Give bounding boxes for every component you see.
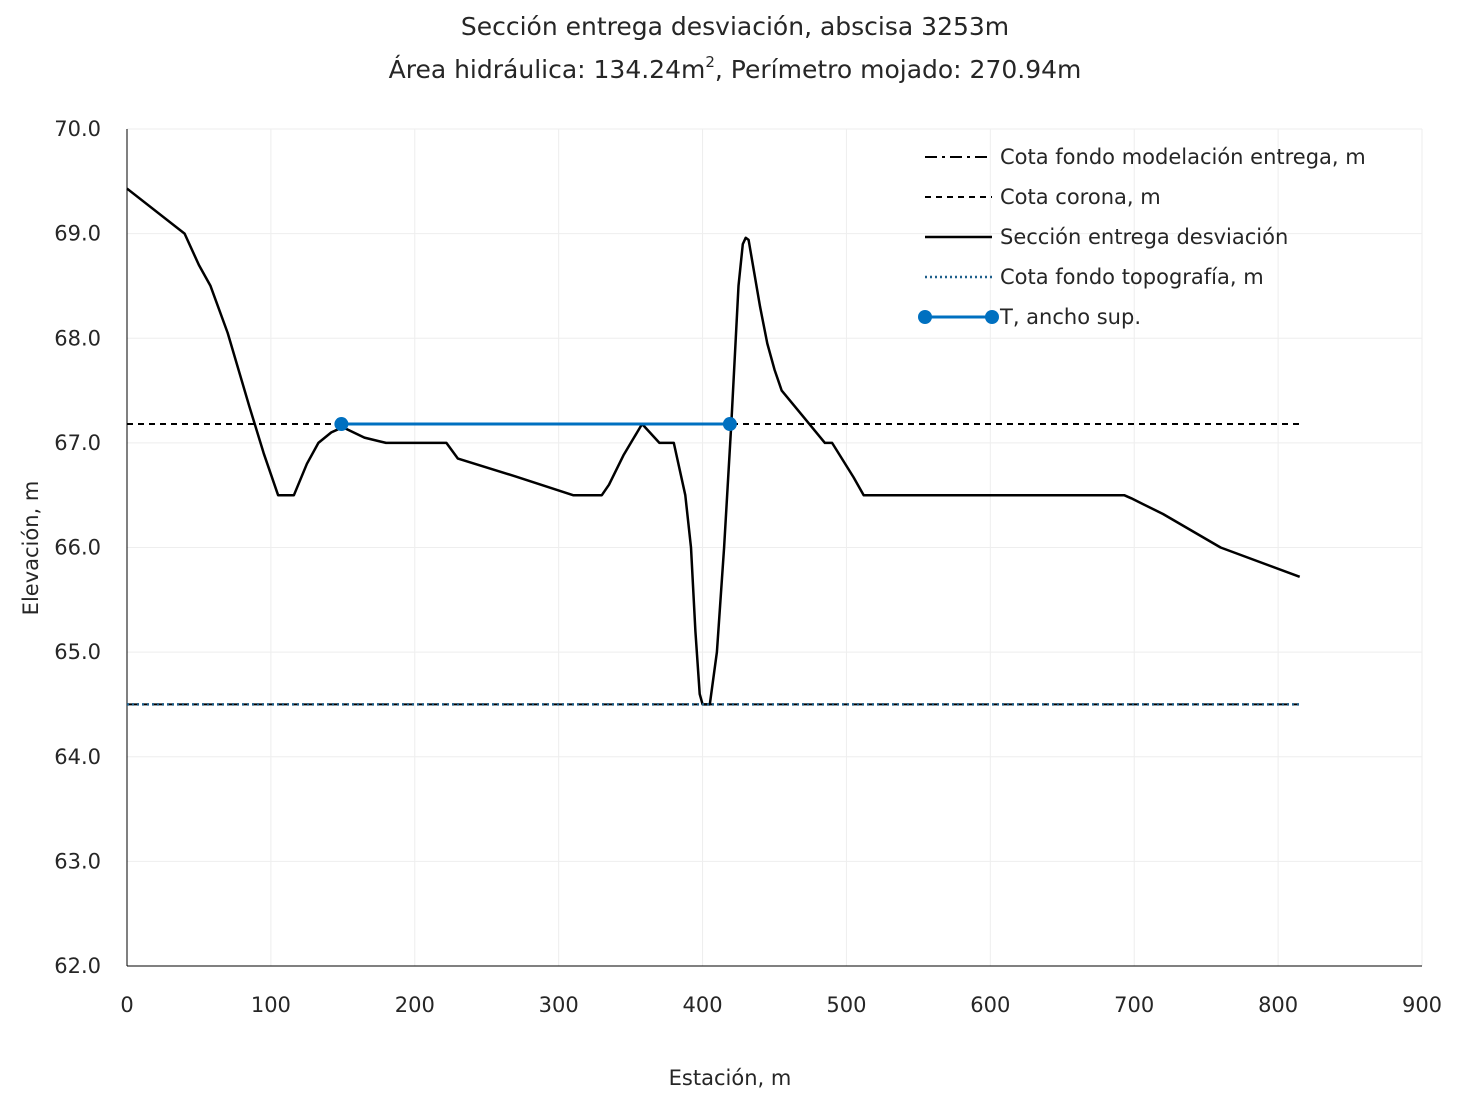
x-axis-title: Estación, m [669, 1066, 792, 1090]
y-tick-label: 68.0 [54, 326, 101, 350]
y-tick-label: 64.0 [54, 745, 101, 769]
x-tick-label: 700 [1114, 993, 1154, 1017]
grid [127, 128, 1423, 966]
x-tick-label: 400 [683, 993, 723, 1017]
series-marker-t-ancho-sup [722, 417, 737, 432]
legend-marker [985, 310, 999, 324]
y-axis-title: Elevación, m [19, 481, 43, 616]
x-tick-label: 100 [251, 993, 291, 1017]
series [126, 187, 1301, 706]
chart-title-line-2-suffix: , Perímetro mojado: 270.94m [715, 55, 1081, 84]
series-marker-t-ancho-sup [334, 417, 349, 432]
series-line-seccion-entrega-desviacion [126, 187, 1301, 706]
y-tick-label: 70.0 [54, 117, 101, 141]
legend-label: Cota fondo modelación entrega, m [1000, 145, 1366, 169]
legend-label: Sección entrega desviación [1000, 225, 1288, 249]
y-tick-label: 67.0 [54, 431, 101, 455]
x-tick-label: 800 [1258, 993, 1298, 1017]
y-tick-label: 69.0 [54, 222, 101, 246]
y-tick-label: 66.0 [54, 536, 101, 560]
legend-label: Cota corona, m [1000, 185, 1161, 209]
x-tick-label: 500 [826, 993, 866, 1017]
x-tick-label: 200 [395, 993, 435, 1017]
y-tick-label: 62.0 [54, 954, 101, 978]
chart-title-line-1: Sección entrega desviación, abscisa 3253… [461, 12, 1009, 41]
x-tick-label: 300 [539, 993, 579, 1017]
tick-labels: 0 100 200 300 400 500 600 700 800 900 62.0 63.0 64.0… [54, 117, 1442, 1017]
y-tick-label: 65.0 [54, 640, 101, 664]
x-tick-label: 900 [1402, 993, 1442, 1017]
x-tick-label: 0 [120, 993, 133, 1017]
y-tick-label: 63.0 [54, 849, 101, 873]
chart-title-line-2-sup: 2 [705, 53, 715, 71]
legend-label: Cota fondo topografía, m [1000, 265, 1264, 289]
axes [126, 129, 1422, 967]
x-tick-label: 600 [970, 993, 1010, 1017]
legend: Cota fondo modelación entrega, m Cota cor… [918, 145, 1366, 329]
legend-label: T, ancho sup. [999, 305, 1141, 329]
legend-marker [918, 310, 932, 324]
chart-title-line-2-prefix: Área hidráulica: 134.24m [389, 55, 706, 84]
chart-title-line-2: Área hidráulica: 134.24m2, Perímetro moj… [389, 53, 1082, 84]
